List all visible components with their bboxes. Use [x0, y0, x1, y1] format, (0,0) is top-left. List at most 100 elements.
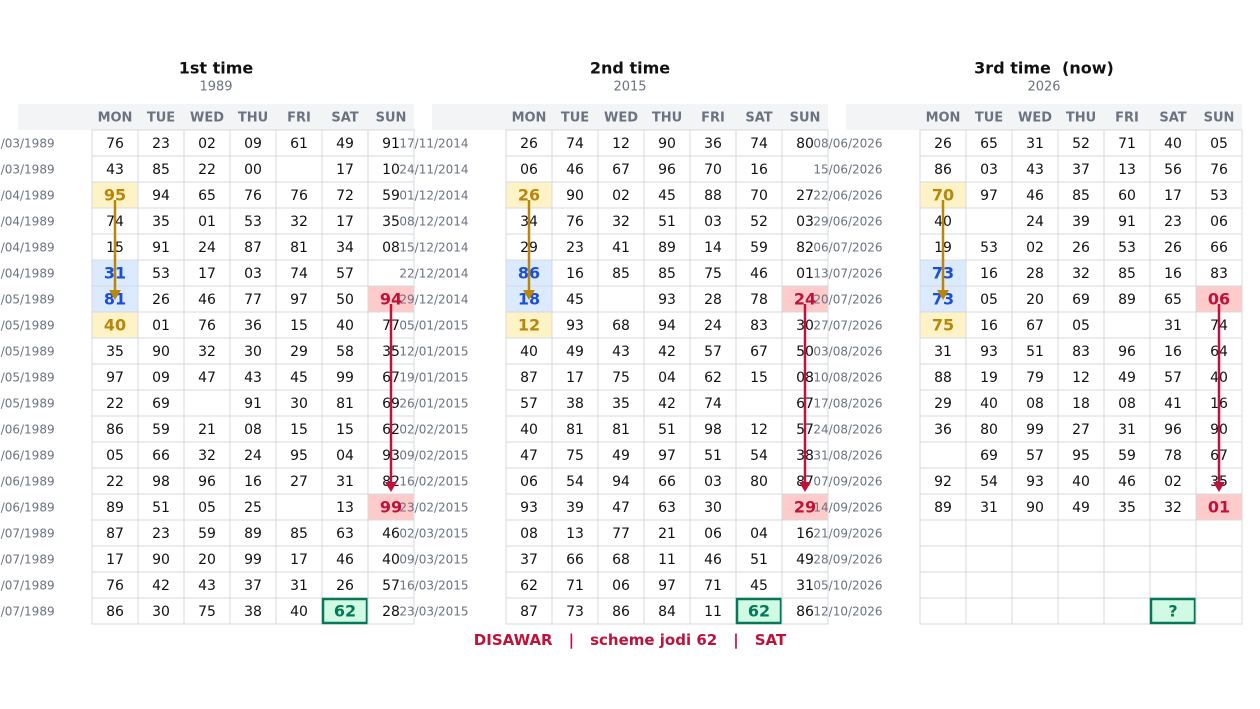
- row-date: 03/08/2026: [813, 345, 882, 359]
- cell: [183, 363, 231, 391]
- cell-value: 46: [566, 162, 584, 178]
- cell: [505, 129, 553, 157]
- cell-value: 82: [796, 240, 814, 256]
- row-date: 13/07/2026: [813, 267, 882, 281]
- cell-value: 26: [1072, 240, 1090, 256]
- cell: [597, 571, 645, 599]
- cell-value: 53: [1210, 188, 1228, 204]
- cell: [137, 493, 185, 521]
- row-date: 22/06/2026: [813, 189, 882, 203]
- cell-value: 83: [1072, 344, 1090, 360]
- cell-value: 17: [198, 266, 216, 282]
- cell: [275, 207, 323, 235]
- cell-value: 74: [566, 136, 584, 152]
- cell: [183, 467, 231, 495]
- cell: [1103, 285, 1151, 313]
- cell-value: 45: [290, 370, 308, 386]
- cell: [643, 129, 691, 157]
- cell-value: 86: [106, 422, 124, 438]
- cell-value: 02: [1026, 240, 1044, 256]
- cell-value: 16: [566, 266, 584, 282]
- cell: [321, 155, 369, 183]
- cell-value: 53: [244, 214, 262, 230]
- cell: [321, 467, 369, 495]
- day-header: WED: [1018, 111, 1052, 126]
- cell: [965, 545, 1013, 573]
- row-date: 19/01/2015: [399, 371, 468, 385]
- cell: [183, 415, 231, 443]
- day-header: FRI: [701, 111, 725, 126]
- cell: [1149, 311, 1197, 339]
- cell: [367, 519, 415, 547]
- cell-value: 28: [1026, 266, 1044, 282]
- cell: [367, 493, 415, 521]
- cell-value: 90: [152, 344, 170, 360]
- row-date: 02/02/2015: [399, 423, 468, 437]
- cell: [1195, 519, 1243, 547]
- cell-value: 40: [980, 396, 998, 412]
- cell: [643, 285, 691, 313]
- cell-value: 91: [244, 396, 262, 412]
- cell: [183, 207, 231, 235]
- cell-value: 94: [612, 474, 630, 490]
- cell-value: 80: [980, 422, 998, 438]
- cell-value: 19: [980, 370, 998, 386]
- cell-value: 97: [106, 370, 124, 386]
- row-date: 12/10/2026: [813, 605, 882, 619]
- footer-part: scheme jodi 62: [590, 631, 717, 649]
- cell-value: 12: [612, 136, 630, 152]
- cell-value: 51: [152, 500, 170, 516]
- row-date: 05/10/2026: [813, 579, 882, 593]
- cell-value: 26: [336, 578, 354, 594]
- day-header: SAT: [745, 111, 772, 126]
- cell-value: 68: [612, 552, 630, 568]
- day-header: WED: [190, 111, 224, 126]
- cell-value: 87: [520, 370, 538, 386]
- row-date: 12/06/1989: [0, 449, 55, 463]
- cell: [321, 233, 369, 261]
- cell-value: 31: [336, 474, 354, 490]
- row-date: 26/01/2015: [399, 397, 468, 411]
- cell-value: 36: [934, 422, 952, 438]
- cell-value: 49: [1072, 500, 1090, 516]
- cell-value: 35: [1118, 500, 1136, 516]
- cell: [1149, 545, 1197, 573]
- cell-value: 47: [198, 370, 216, 386]
- cell-highlight-border: [321, 597, 369, 625]
- cell-value: 85: [290, 526, 308, 542]
- cell-value: 05: [1210, 136, 1228, 152]
- cell-value: 08: [382, 240, 400, 256]
- cell: [965, 207, 1013, 235]
- cell-value: 05: [1072, 318, 1090, 334]
- row-date: 15/06/2026: [813, 163, 882, 177]
- cell-value: 24: [1026, 214, 1044, 230]
- cell-value: 17: [566, 370, 584, 386]
- row-date: 06/07/2026: [813, 241, 882, 255]
- cell: [367, 129, 415, 157]
- cell-value: 62: [334, 602, 356, 621]
- cell-value: 63: [336, 526, 354, 542]
- cell: [1103, 415, 1151, 443]
- cell-value: 94: [152, 188, 170, 204]
- cell-value: 93: [1026, 474, 1044, 490]
- cell: [1011, 337, 1059, 365]
- cell: [735, 545, 783, 573]
- cell-value: 20: [1026, 292, 1044, 308]
- row-date: 10/08/2026: [813, 371, 882, 385]
- cell: [735, 389, 783, 417]
- cell: [229, 389, 277, 417]
- cell: [1057, 571, 1105, 599]
- cell-value: 97: [290, 292, 308, 308]
- day-header: MON: [926, 111, 961, 126]
- row-date: 14/09/2026: [813, 501, 882, 515]
- cell: [1057, 337, 1105, 365]
- cell-value: 95: [104, 186, 126, 205]
- cell-value: 30: [704, 500, 722, 516]
- cell: [137, 233, 185, 261]
- cell: [735, 415, 783, 443]
- day-header: TUE: [975, 111, 1003, 126]
- cell: [1103, 181, 1151, 209]
- day-header: MON: [512, 111, 547, 126]
- cell-value: 13: [1118, 162, 1136, 178]
- cell: [1149, 519, 1197, 547]
